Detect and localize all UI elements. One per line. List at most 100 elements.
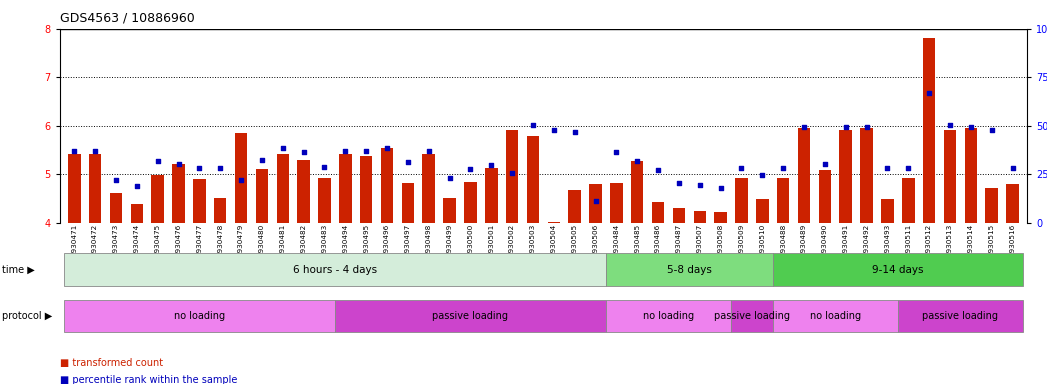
Point (1004, 166, 1021, 172)
Bar (589, 184, 602, 223)
Bar (381, 147, 394, 223)
Point (87, 148, 104, 154)
Bar (464, 182, 476, 223)
Text: no loading: no loading (643, 311, 694, 321)
Bar (777, 178, 789, 223)
Bar (506, 130, 518, 223)
Text: 6 hours - 4 days: 6 hours - 4 days (293, 265, 377, 275)
Point (983, 127, 1000, 133)
Bar (193, 179, 205, 223)
Point (337, 148, 354, 154)
Point (358, 148, 375, 154)
Text: passive loading: passive loading (432, 311, 509, 321)
Point (608, 149, 625, 156)
Point (733, 166, 750, 172)
Text: 5-8 days: 5-8 days (667, 265, 712, 275)
Point (420, 148, 437, 154)
Point (504, 170, 520, 176)
Point (108, 177, 125, 183)
Bar (672, 208, 685, 223)
Bar (903, 178, 914, 223)
Bar (985, 188, 998, 223)
Point (274, 144, 291, 151)
Bar (610, 183, 623, 223)
Bar (360, 156, 373, 223)
Bar (255, 169, 268, 223)
Point (462, 166, 478, 172)
Bar (318, 178, 331, 223)
Text: 9-14 days: 9-14 days (872, 265, 923, 275)
Point (796, 124, 812, 130)
Bar (527, 136, 539, 223)
Bar (485, 169, 497, 223)
Point (545, 127, 562, 133)
Point (712, 185, 729, 191)
Point (754, 172, 771, 178)
Bar (943, 130, 956, 223)
Bar (131, 204, 143, 223)
Point (191, 166, 207, 172)
Bar (756, 199, 768, 223)
Bar (569, 190, 581, 223)
Bar (1006, 184, 1019, 223)
Bar (652, 202, 664, 223)
Bar (819, 170, 831, 223)
Point (379, 144, 396, 151)
Bar (173, 164, 184, 223)
Point (66, 148, 83, 154)
Bar (882, 199, 894, 223)
Point (838, 124, 854, 130)
Point (316, 164, 333, 170)
Bar (110, 193, 122, 223)
Point (211, 166, 228, 172)
Point (587, 198, 604, 204)
Point (775, 166, 792, 172)
Bar (152, 175, 164, 223)
Point (441, 175, 458, 181)
Point (899, 166, 916, 172)
Text: ■ percentile rank within the sample: ■ percentile rank within the sample (60, 375, 237, 384)
Point (670, 180, 687, 186)
Point (400, 159, 417, 165)
Point (859, 124, 875, 130)
Bar (423, 154, 435, 223)
Point (691, 182, 708, 188)
Bar (89, 154, 102, 223)
Point (879, 166, 896, 172)
Bar (798, 128, 810, 223)
Text: no loading: no loading (174, 311, 225, 321)
Point (920, 90, 937, 96)
Point (650, 167, 667, 174)
Bar (735, 178, 748, 223)
Bar (297, 160, 310, 223)
Bar (68, 154, 81, 223)
Bar (922, 38, 935, 223)
Text: GDS4563 / 10886960: GDS4563 / 10886960 (60, 12, 195, 25)
Bar (235, 133, 247, 223)
Text: time ▶: time ▶ (2, 265, 35, 275)
Bar (714, 212, 727, 223)
Bar (339, 154, 352, 223)
Point (962, 124, 979, 130)
Text: passive loading: passive loading (714, 311, 789, 321)
Point (295, 149, 312, 156)
Bar (861, 128, 873, 223)
Text: ■ transformed count: ■ transformed count (60, 358, 162, 368)
Bar (443, 199, 455, 223)
Point (817, 161, 833, 167)
Point (171, 161, 187, 167)
Point (483, 161, 499, 167)
Text: no loading: no loading (809, 311, 861, 321)
Point (566, 129, 583, 135)
Bar (964, 128, 977, 223)
Bar (840, 130, 852, 223)
Point (150, 157, 166, 164)
Point (941, 122, 958, 128)
Bar (402, 183, 415, 223)
Bar (631, 161, 644, 223)
Point (629, 157, 646, 164)
Point (129, 183, 146, 189)
Bar (693, 210, 706, 223)
Bar (548, 222, 560, 223)
Point (525, 122, 541, 128)
